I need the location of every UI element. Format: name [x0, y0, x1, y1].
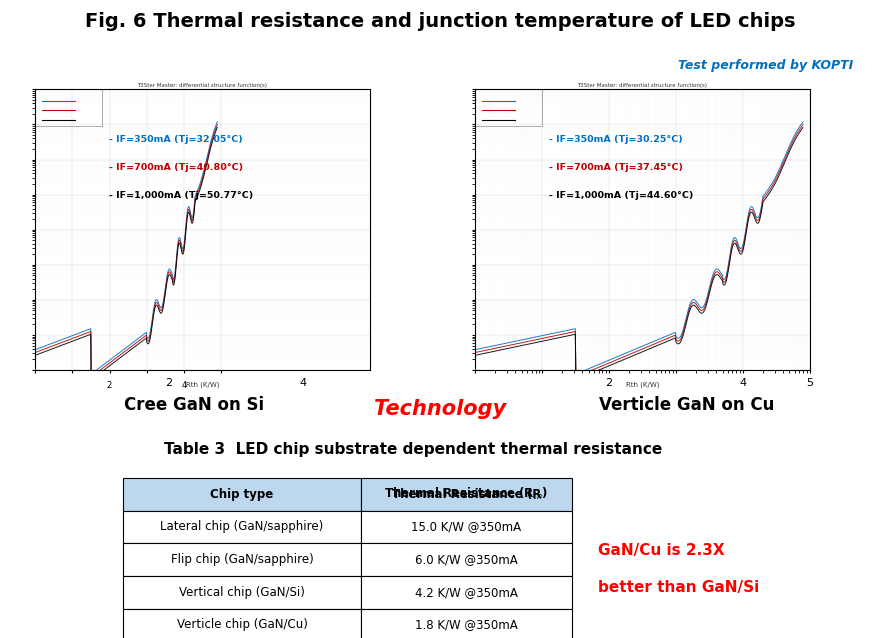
Text: GaN/Cu is 2.3X: GaN/Cu is 2.3X: [598, 543, 725, 558]
Text: Chip type: Chip type: [210, 488, 274, 501]
Title: T3Ster Master: differential structure function(s): T3Ster Master: differential structure fu…: [577, 82, 708, 87]
Text: Technology: Technology: [374, 399, 506, 419]
Text: 4: 4: [739, 378, 746, 388]
Text: Thermal Resistance (R: Thermal Resistance (R: [392, 488, 541, 501]
Text: Lateral chip (GaN/sapphire): Lateral chip (GaN/sapphire): [160, 521, 324, 533]
Text: - IF=700mA (Tj=37.45°C): - IF=700mA (Tj=37.45°C): [549, 163, 683, 172]
FancyBboxPatch shape: [475, 89, 542, 126]
Bar: [361, 510, 572, 544]
Text: Flip chip (GaN/sapphire): Flip chip (GaN/sapphire): [171, 553, 313, 566]
Bar: [361, 609, 572, 638]
Text: Thermal Resistance (R$_{th}$): Thermal Resistance (R$_{th}$): [385, 486, 548, 502]
Bar: [361, 576, 572, 609]
Text: 4: 4: [181, 381, 187, 390]
Text: 4: 4: [299, 378, 306, 388]
Text: 15.0 K/W @350mA: 15.0 K/W @350mA: [411, 521, 522, 533]
Bar: [123, 510, 361, 544]
Text: Cree GaN on Si: Cree GaN on Si: [123, 396, 264, 414]
Text: Verticle GaN on Cu: Verticle GaN on Cu: [598, 396, 774, 414]
Bar: [361, 478, 572, 510]
Bar: [123, 609, 361, 638]
Text: Table 3  LED chip substrate dependent thermal resistance: Table 3 LED chip substrate dependent the…: [165, 442, 663, 457]
FancyBboxPatch shape: [35, 89, 102, 126]
Bar: [123, 576, 361, 609]
Bar: [361, 544, 572, 576]
Text: - IF=350mA (Tj=32.05°C): - IF=350mA (Tj=32.05°C): [109, 135, 243, 144]
Text: Fig. 6 Thermal resistance and junction temperature of LED chips: Fig. 6 Thermal resistance and junction t…: [84, 12, 796, 31]
Bar: [123, 478, 361, 510]
Bar: [123, 544, 361, 576]
Text: better than GaN/Si: better than GaN/Si: [598, 580, 759, 595]
Text: 2: 2: [165, 378, 172, 388]
Text: - IF=700mA (Tj=40.80°C): - IF=700mA (Tj=40.80°C): [109, 163, 243, 172]
Text: Rth (K/W): Rth (K/W): [626, 382, 659, 389]
Text: - IF=1,000mA (Tj=50.77°C): - IF=1,000mA (Tj=50.77°C): [109, 191, 253, 200]
Text: Verticle chip (GaN/Cu): Verticle chip (GaN/Cu): [177, 618, 307, 632]
Text: 2: 2: [106, 381, 112, 390]
Text: - IF=1,000mA (Tj=44.60°C): - IF=1,000mA (Tj=44.60°C): [549, 191, 693, 200]
Text: Test performed by KOPTI: Test performed by KOPTI: [678, 59, 854, 71]
Text: Vertical chip (GaN/Si): Vertical chip (GaN/Si): [179, 586, 305, 598]
Text: 2: 2: [605, 378, 612, 388]
Title: T3Ster Master: differential structure function(s): T3Ster Master: differential structure fu…: [137, 82, 268, 87]
Text: 6.0 K/W @350mA: 6.0 K/W @350mA: [415, 553, 517, 566]
Text: Rth (K/W): Rth (K/W): [186, 382, 219, 389]
Text: 4.2 K/W @350mA: 4.2 K/W @350mA: [415, 586, 517, 598]
Text: - IF=350mA (Tj=30.25°C): - IF=350mA (Tj=30.25°C): [549, 135, 683, 144]
Text: 1.8 K/W @350mA: 1.8 K/W @350mA: [415, 618, 517, 632]
Text: 5: 5: [806, 378, 813, 388]
